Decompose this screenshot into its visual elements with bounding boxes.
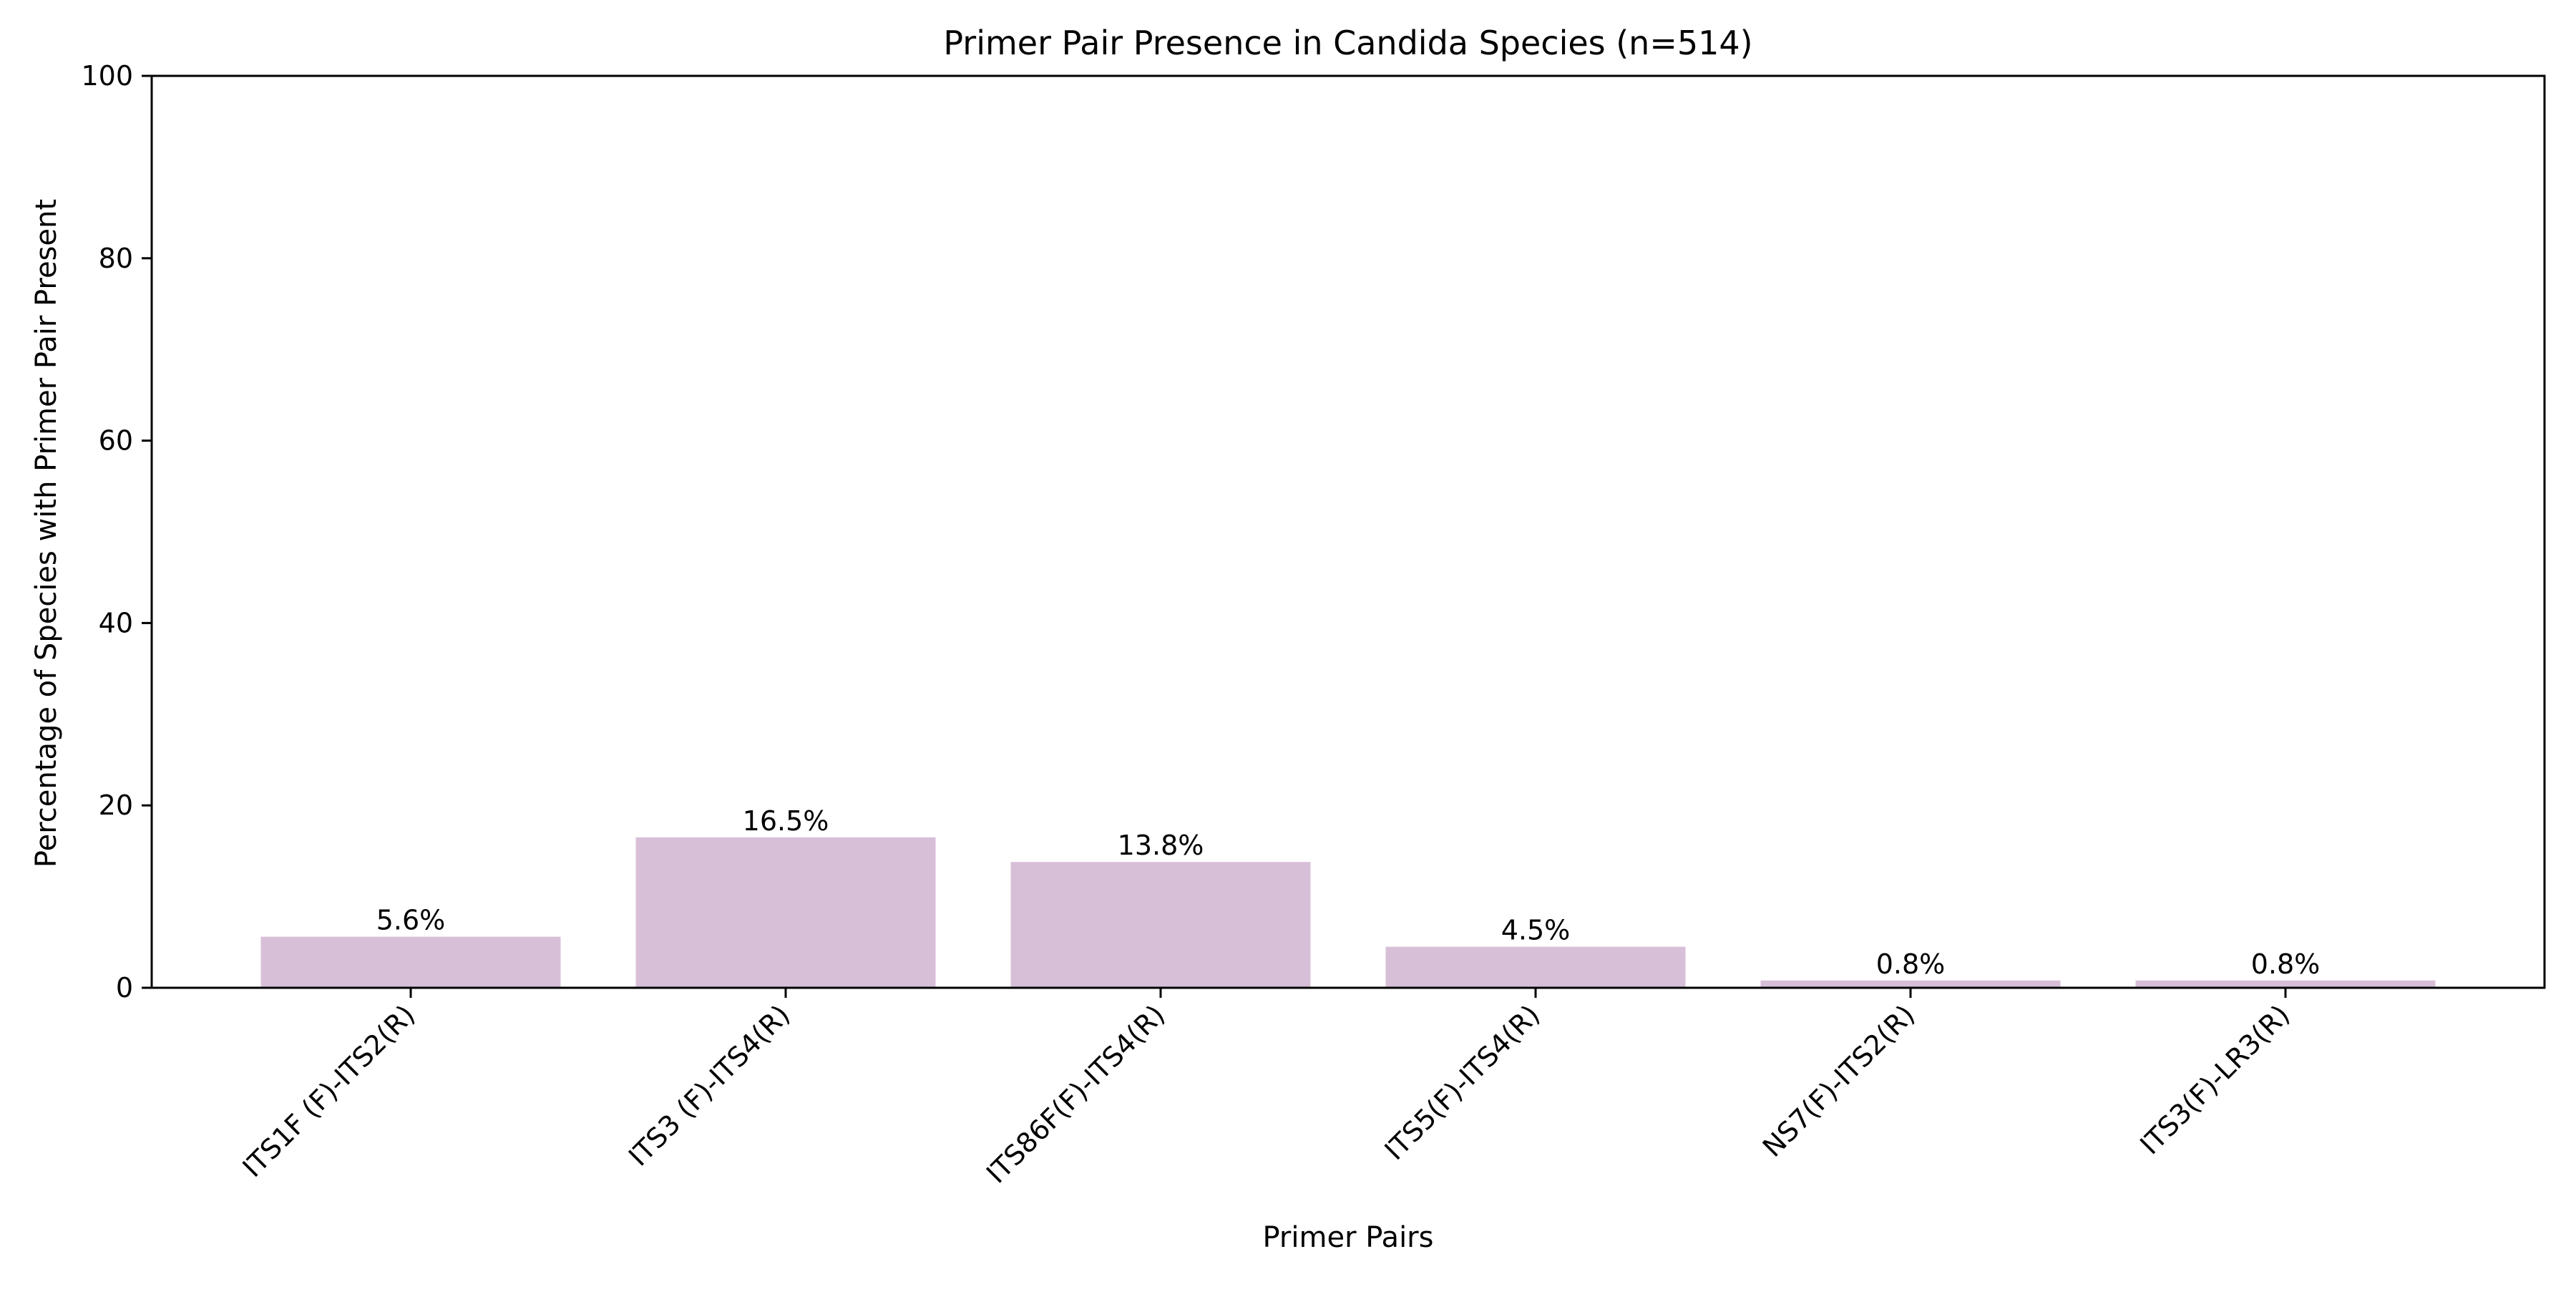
y-tick-label: 80 — [99, 243, 133, 274]
y-tick-label: 20 — [99, 790, 133, 821]
bar-value-label: 13.8% — [1118, 830, 1204, 861]
bars-group: 5.6% 16.5% 13.8% 4.5% 0.8% 0.8% — [260, 805, 2436, 988]
y-tick-label: 40 — [99, 607, 133, 638]
bar — [1760, 980, 2061, 988]
bar — [260, 936, 561, 988]
bar-value-label: 0.8% — [1876, 948, 1946, 980]
bar-value-label: 0.8% — [2251, 948, 2321, 980]
chart-title: Primer Pair Presence in Candida Species … — [943, 24, 1752, 62]
bar — [1010, 862, 1311, 988]
y-axis-ticks: 0 20 40 60 80 100 — [81, 60, 152, 1004]
y-tick-label: 100 — [81, 60, 133, 92]
bar — [2135, 980, 2436, 988]
x-axis-label: Primer Pairs — [1263, 1221, 1434, 1254]
y-tick-label: 60 — [99, 425, 133, 457]
bar-value-label: 5.6% — [376, 905, 446, 936]
plot-area-frame — [150, 74, 2546, 989]
bar-value-label: 4.5% — [1501, 915, 1571, 946]
y-axis-label: Percentage of Species with Primer Pair P… — [30, 199, 63, 868]
bar — [1385, 946, 1686, 988]
y-tick-label: 0 — [116, 972, 133, 1004]
bar-value-label: 16.5% — [743, 805, 829, 837]
bar — [635, 837, 936, 988]
